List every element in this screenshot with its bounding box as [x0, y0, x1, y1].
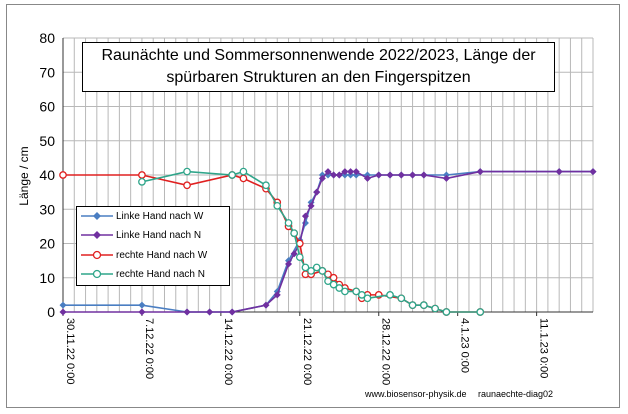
- series-point-3: [431, 304, 439, 313]
- series-point-3: [318, 267, 327, 275]
- series-point-3: [476, 308, 485, 316]
- series-point-1: [555, 168, 563, 176]
- series-point-1: [290, 250, 298, 258]
- series-point-1: [285, 260, 293, 268]
- y-tick-label: 40: [39, 167, 55, 183]
- series-point-1: [183, 308, 191, 316]
- series-point-1: [206, 308, 214, 316]
- series-point-3: [420, 301, 428, 309]
- x-tick-label: 7.12.22 0:00: [143, 318, 155, 379]
- series-point-1: [262, 301, 270, 309]
- series-point-2: [138, 171, 146, 179]
- y-tick-label: 0: [47, 304, 55, 320]
- series-point-2: [239, 174, 248, 183]
- series-point-3: [324, 277, 332, 286]
- series-point-3: [442, 308, 451, 316]
- series-point-1: [330, 171, 338, 179]
- series-point-3: [329, 280, 338, 289]
- series-point-3: [357, 291, 366, 299]
- series-point-3: [341, 287, 349, 296]
- series-point-3: [397, 294, 406, 303]
- series-point-2: [59, 171, 67, 179]
- footer-website: www.biosensor-physik.de: [365, 389, 467, 399]
- footer-diagram-id: raunaechte-diag02: [478, 389, 554, 399]
- series-point-1: [589, 168, 597, 176]
- y-tick-label: 10: [39, 270, 55, 286]
- series-point-3: [335, 284, 344, 292]
- series-point-0: [59, 301, 67, 309]
- series-point-1: [476, 168, 484, 176]
- chart-title: Raunächte und Sommersonnenwende 2022/202…: [82, 42, 555, 92]
- y-tick-label: 50: [39, 133, 55, 149]
- series-point-1: [341, 168, 349, 176]
- y-tick-label: 70: [39, 64, 55, 80]
- series-point-1: [138, 308, 146, 316]
- y-axis-label: Länge / cm: [17, 146, 31, 206]
- series-point-0: [138, 301, 146, 309]
- legend-item-linke-w: Linke Hand nach W: [81, 209, 203, 223]
- legend-marker-linke-w: [81, 212, 113, 220]
- series-point-2: [183, 181, 191, 190]
- series-point-1: [420, 171, 428, 179]
- x-tick-label: 14.12.22 0:00: [222, 318, 234, 385]
- legend-marker-rechte-w: [81, 250, 113, 260]
- series-point-1: [273, 291, 281, 299]
- series-point-1: [59, 308, 67, 316]
- series-point-1: [307, 202, 315, 210]
- legend-item-linke-n: Linke Hand nach N: [81, 228, 201, 242]
- series-point-3: [352, 287, 361, 296]
- series-point-1: [324, 168, 332, 176]
- series-point-3: [363, 294, 372, 303]
- legend-item-rechte-w: rechte Hand nach W: [81, 248, 207, 262]
- series-point-1: [386, 171, 394, 179]
- legend-label-linke-n: Linke Hand nach N: [116, 229, 202, 241]
- series-point-1: [335, 171, 343, 179]
- series-point-1: [318, 174, 326, 182]
- y-tick-label: 80: [39, 30, 55, 46]
- x-tick-label: 30.11.22 0:00: [64, 318, 76, 384]
- x-tick-label: 28.12.22 0:00: [380, 318, 392, 385]
- series-point-1: [228, 308, 236, 316]
- series-point-1: [347, 168, 355, 176]
- series-point-1: [442, 174, 450, 182]
- legend-marker-linke-n: [81, 231, 113, 239]
- series-point-1: [397, 171, 405, 179]
- y-tick-label: 60: [39, 99, 55, 115]
- series-point-1: [301, 212, 309, 220]
- legend-label-rechte-n: rechte Hand nach N: [116, 268, 205, 280]
- x-tick-label: 4.1.23 0:00: [459, 318, 471, 373]
- chart-title-line-2: spürbaren Strukturen an den Fingerspitze…: [166, 69, 471, 86]
- series-point-1: [313, 188, 321, 196]
- series-point-3: [262, 181, 270, 190]
- legend-label-linke-w: Linke Hand nach W: [116, 210, 204, 222]
- series-point-3: [239, 167, 248, 176]
- legend-label-rechte-w: rechte Hand nach W: [116, 249, 208, 261]
- legend-item-rechte-n: rechte Hand nach N: [81, 267, 205, 281]
- y-tick-label: 20: [39, 236, 55, 252]
- series-point-1: [375, 171, 383, 179]
- series-point-3: [408, 301, 417, 309]
- series-point-3: [183, 167, 191, 176]
- series-point-1: [363, 174, 371, 182]
- series-point-3: [301, 263, 310, 272]
- series-point-3: [138, 178, 146, 186]
- series-point-3: [312, 263, 321, 272]
- y-tick-label: 30: [39, 201, 55, 217]
- x-tick-label: 21.12.22 0:00: [301, 318, 313, 385]
- series-point-1: [352, 168, 360, 176]
- series-point-3: [295, 253, 304, 262]
- series-point-3: [228, 171, 236, 179]
- series-point-3: [386, 291, 394, 299]
- chart-legend: Linke Hand nach W Linke Hand nach N rech…: [76, 206, 230, 286]
- series-point-1: [409, 171, 417, 179]
- series-point-3: [290, 229, 299, 238]
- series-point-3: [307, 267, 315, 275]
- series-point-3: [273, 201, 282, 210]
- chart-title-line-1: Raunächte und Sommersonnenwende 2022/202…: [101, 47, 536, 64]
- x-tick-label: 11.1.23 0:00: [538, 318, 550, 378]
- series-point-3: [284, 219, 293, 227]
- legend-marker-rechte-n: [81, 269, 113, 279]
